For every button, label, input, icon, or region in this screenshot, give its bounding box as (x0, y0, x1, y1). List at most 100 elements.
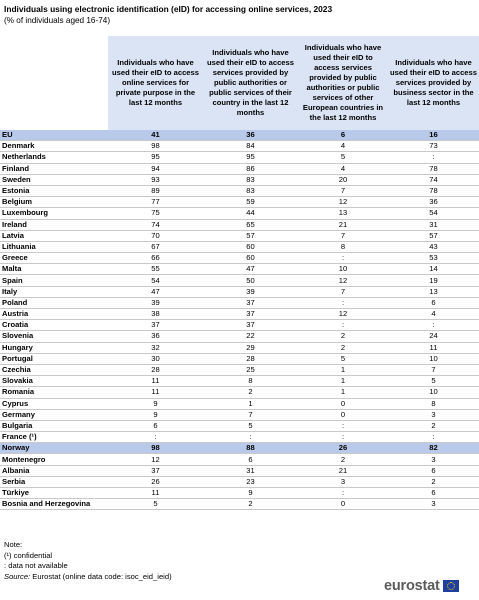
value-cell: 7 (298, 286, 388, 298)
value-cell: : (298, 487, 388, 500)
value-cell: 54 (108, 274, 203, 287)
eu-flag-icon (442, 580, 459, 592)
value-cell: 28 (108, 364, 203, 377)
value-cell: 6 (388, 487, 479, 500)
source-line: Source: Eurostat (online data code: isoc… (4, 572, 172, 583)
table-row: Türkiye 11 9:6 (0, 487, 479, 500)
table-row: Montenegro 12 6 2 3 (0, 453, 479, 466)
source-label: Source: (4, 571, 31, 581)
value-cell: 65 (203, 219, 298, 231)
value-cell: 2 (203, 386, 298, 399)
country-cell: Poland (0, 297, 108, 310)
value-cell: 5 (298, 151, 388, 164)
value-cell: 57 (203, 230, 298, 242)
table-body: EU 41 36 6 16 Denmark 98 84 4 73 Netherlands 95 95 5:… (0, 130, 479, 511)
country-cell: Lithuania (0, 241, 108, 254)
table-row: Lithuania 67 60 8 43 (0, 241, 479, 254)
value-cell: 6 (298, 130, 388, 142)
country-cell: Cyprus (0, 398, 108, 410)
value-cell: 37 (108, 319, 203, 332)
value-cell: 37 (203, 297, 298, 310)
column-header-private: Individuals who have used their eID to a… (108, 36, 203, 130)
eurostat-logo: eurostat (384, 578, 459, 594)
value-cell: 36 (388, 196, 479, 209)
value-cell: 1 (298, 364, 388, 377)
value-cell: 78 (388, 185, 479, 198)
header-corner (0, 36, 108, 130)
column-header-business: Individuals who have used their eID to a… (388, 36, 479, 130)
value-cell: 39 (108, 297, 203, 310)
value-cell: 43 (388, 241, 479, 254)
value-cell: 5 (203, 420, 298, 433)
value-cell: 82 (388, 442, 479, 455)
table-row: Luxembourg 75 44 13 54 (0, 207, 479, 220)
value-cell: 50 (203, 274, 298, 287)
value-cell: 84 (203, 140, 298, 153)
value-cell: 83 (203, 185, 298, 198)
table-row: Bosnia and Herzegovina 5 2 0 3 (0, 498, 479, 511)
value-cell: 2 (298, 453, 388, 466)
value-cell: 5 (298, 353, 388, 365)
value-cell: 78 (388, 163, 479, 175)
value-cell: 13 (298, 207, 388, 220)
table-row: Malta 55 47 10 14 (0, 263, 479, 276)
table-row: Finland 94 86 4 78 (0, 163, 479, 175)
country-cell: France (¹) (0, 431, 108, 444)
value-cell: 54 (388, 207, 479, 220)
value-cell: 95 (108, 151, 203, 164)
table-row: France (¹):::: (0, 431, 479, 444)
value-cell: 2 (298, 330, 388, 343)
table-row: Ireland 74 65 21 31 (0, 219, 479, 231)
value-cell: 39 (203, 286, 298, 298)
value-cell: 4 (388, 308, 479, 321)
table-title: Individuals using electronic identificat… (4, 4, 333, 14)
value-cell: 66 (108, 252, 203, 265)
country-cell: Albania (0, 465, 108, 477)
value-cell: 11 (388, 342, 479, 354)
value-cell: 10 (388, 386, 479, 399)
value-cell: 6 (388, 465, 479, 477)
value-cell: 4 (298, 163, 388, 175)
value-cell: 37 (203, 319, 298, 332)
country-cell: Bulgaria (0, 420, 108, 433)
value-cell: 22 (203, 330, 298, 343)
value-cell: 57 (388, 230, 479, 242)
country-cell: Montenegro (0, 453, 108, 466)
source-text: Eurostat (online data code: isoc_eid_iei… (32, 571, 172, 581)
table-row: Sweden 93 83 20 74 (0, 174, 479, 186)
country-cell: EU (0, 130, 108, 142)
value-cell: 70 (108, 230, 203, 242)
header-row: Individuals who have used their eID to a… (0, 36, 479, 130)
value-cell: 12 (298, 274, 388, 287)
value-cell: 77 (108, 196, 203, 209)
value-cell: 24 (388, 330, 479, 343)
logo-text: eurostat (384, 578, 440, 594)
country-cell: Belgium (0, 196, 108, 209)
value-cell: 26 (298, 442, 388, 455)
value-cell: 0 (298, 398, 388, 410)
table-subtitle: (% of individuals aged 16-74) (4, 16, 111, 25)
value-cell: 9 (203, 487, 298, 500)
country-cell: Portugal (0, 353, 108, 365)
value-cell: 14 (388, 263, 479, 276)
note-not-available: : data not available (4, 561, 68, 571)
value-cell: 16 (388, 130, 479, 142)
table-row: Portugal 30 28 5 10 (0, 353, 479, 365)
country-cell: Germany (0, 409, 108, 421)
value-cell: : (108, 431, 203, 444)
value-cell: 75 (108, 207, 203, 220)
value-cell: 60 (203, 252, 298, 265)
value-cell: 31 (388, 219, 479, 231)
value-cell: : (298, 319, 388, 332)
value-cell: 6 (388, 297, 479, 310)
notes: Note: (¹) confidential : data not availa… (4, 540, 172, 582)
value-cell: 9 (108, 409, 203, 421)
table-row: Slovakia 11 8 1 5 (0, 375, 479, 388)
table-row: Spain 54 50 12 19 (0, 274, 479, 287)
value-cell: 47 (203, 263, 298, 276)
country-cell: Denmark (0, 140, 108, 153)
value-cell: : (298, 420, 388, 433)
value-cell: 36 (108, 330, 203, 343)
table-row: Cyprus 9 1 0 8 (0, 398, 479, 410)
value-cell: 3 (388, 453, 479, 466)
